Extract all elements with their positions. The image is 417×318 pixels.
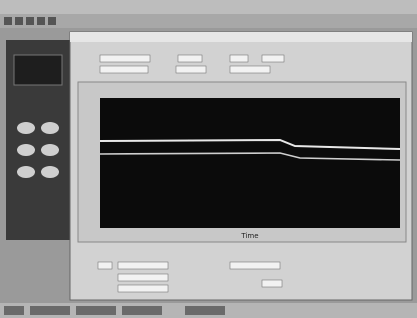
tool-icon[interactable] xyxy=(48,17,56,25)
menu-bar xyxy=(0,0,417,14)
device-button[interactable] xyxy=(41,122,59,134)
input-field[interactable] xyxy=(176,66,206,73)
device-button[interactable] xyxy=(17,122,35,134)
input-field[interactable] xyxy=(262,55,284,62)
taskbar-button[interactable] xyxy=(4,306,24,315)
tool-icon[interactable] xyxy=(26,17,34,25)
plot-area xyxy=(100,98,400,228)
input-field[interactable] xyxy=(262,280,282,287)
taskbar-button[interactable] xyxy=(76,306,116,315)
toolbar xyxy=(0,14,417,28)
tool-icon[interactable] xyxy=(37,17,45,25)
input-field[interactable] xyxy=(98,262,112,269)
screenshot: Time xyxy=(0,0,417,318)
page: {"plot": {"x_axis_label": "Time"}} xyxy=(0,0,417,318)
x-axis-label: Time xyxy=(240,232,258,240)
input-field[interactable] xyxy=(118,285,168,292)
tool-icon[interactable] xyxy=(4,17,12,25)
input-field[interactable] xyxy=(230,262,280,269)
device-display xyxy=(14,55,62,85)
window-tabs xyxy=(70,32,412,42)
device-button[interactable] xyxy=(41,166,59,178)
input-field[interactable] xyxy=(230,55,248,62)
input-field[interactable] xyxy=(100,55,150,62)
input-field[interactable] xyxy=(230,66,270,73)
input-field[interactable] xyxy=(178,55,202,62)
input-field[interactable] xyxy=(118,274,168,281)
taskbar-button[interactable] xyxy=(122,306,162,315)
device-button[interactable] xyxy=(17,144,35,156)
input-field[interactable] xyxy=(100,66,148,73)
taskbar-items xyxy=(4,306,225,315)
device-button[interactable] xyxy=(17,166,35,178)
toolbar-icons xyxy=(4,17,56,25)
taskbar-button[interactable] xyxy=(185,306,225,315)
tool-icon[interactable] xyxy=(15,17,23,25)
input-field[interactable] xyxy=(118,262,168,269)
taskbar-button[interactable] xyxy=(30,306,70,315)
device-button[interactable] xyxy=(41,144,59,156)
